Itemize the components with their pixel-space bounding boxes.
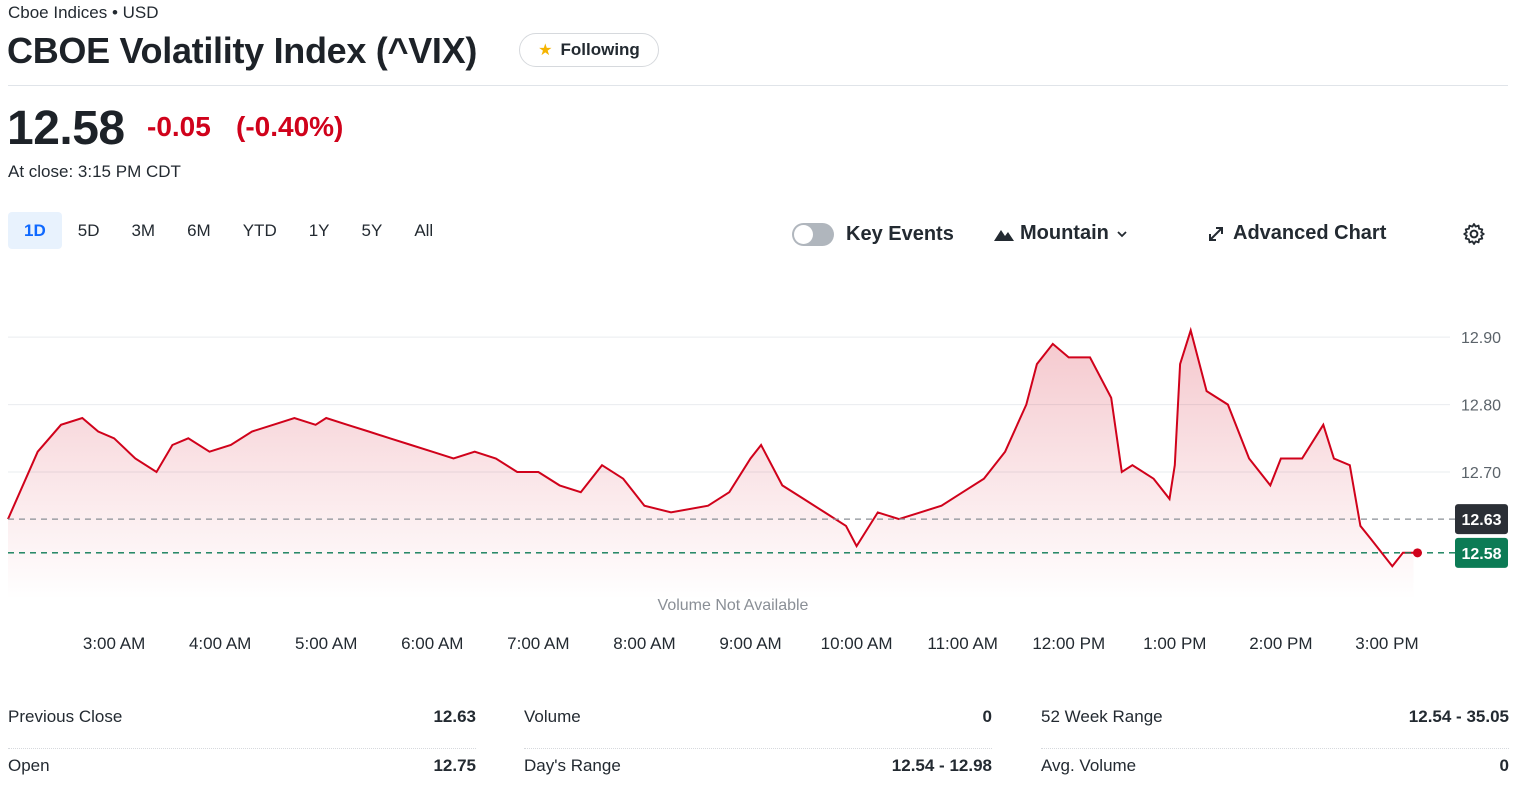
- following-label: Following: [560, 40, 640, 59]
- y-tick-label: 12.90: [1461, 330, 1501, 347]
- tab-1d[interactable]: 1D: [8, 212, 62, 249]
- x-tick-label: 4:00 AM: [189, 634, 251, 653]
- chart-type-label: Mountain: [1020, 222, 1109, 244]
- x-tick-label: 8:00 AM: [613, 634, 675, 653]
- range-tabs: 1D 5D 3M 6M YTD 1Y 5Y All: [8, 212, 449, 249]
- stat-open: Open 12.75: [8, 749, 476, 797]
- key-events-toggle[interactable]: [792, 223, 834, 246]
- x-tick-label: 11:00 AM: [927, 634, 998, 653]
- x-tick-label: 12:00 PM: [1032, 634, 1105, 653]
- x-tick-label: 3:00 AM: [83, 634, 145, 653]
- star-icon: ★: [538, 42, 553, 59]
- last-price-badge-text: 12.58: [1461, 546, 1501, 563]
- tab-3m[interactable]: 3M: [131, 221, 156, 240]
- chart-type-dropdown[interactable]: Mountain: [994, 222, 1129, 245]
- price-area: [8, 330, 1414, 600]
- volume-note: Volume Not Available: [658, 597, 809, 614]
- stats-column-3: 52 Week Range 12.54 - 35.05 Avg. Volume …: [1041, 700, 1509, 797]
- price-line: [7, 326, 1414, 568]
- stat-value: 12.54 - 12.98: [891, 756, 992, 775]
- x-tick-label: 2:00 PM: [1249, 634, 1312, 653]
- tab-ytd[interactable]: YTD: [242, 221, 277, 240]
- stat-label: 52 Week Range: [1041, 707, 1163, 726]
- y-tick-label: 12.70: [1461, 465, 1501, 482]
- stat-value: 12.75: [433, 756, 476, 775]
- stat-value: 0: [982, 707, 992, 726]
- stat-value: 12.63: [433, 707, 476, 726]
- tab-all[interactable]: All: [414, 221, 434, 240]
- stat-value: 12.54 - 35.05: [1408, 707, 1509, 726]
- x-tick-label: 1:00 PM: [1143, 634, 1206, 653]
- stats-column-2: Volume 0 Day's Range 12.54 - 12.98: [524, 700, 992, 797]
- stat-value: 0: [1499, 756, 1509, 775]
- stat-volume: Volume 0: [524, 700, 992, 749]
- key-events-label[interactable]: Key Events: [846, 223, 954, 245]
- last-price-badge: 12.58: [1455, 537, 1508, 568]
- toggle-knob: [794, 225, 813, 244]
- stat-label: Open: [8, 756, 50, 775]
- close-time: At close: 3:15 PM CDT: [8, 162, 181, 181]
- stat-days-range: Day's Range 12.54 - 12.98: [524, 749, 992, 797]
- stat-avg-volume: Avg. Volume 0: [1041, 749, 1509, 797]
- last-price-marker: [1412, 548, 1422, 558]
- stats-column-1: Previous Close 12.63 Open 12.75: [8, 700, 476, 797]
- advanced-chart-label: Advanced Chart: [1233, 222, 1387, 244]
- x-tick-label: 5:00 AM: [295, 634, 357, 653]
- tab-5d[interactable]: 5D: [77, 221, 100, 240]
- stat-previous-close: Previous Close 12.63: [8, 700, 476, 749]
- price-change: -0.05: [147, 111, 211, 142]
- x-tick-label: 9:00 AM: [719, 634, 781, 653]
- page-title: CBOE Volatility Index (^VIX): [7, 30, 478, 71]
- x-tick-label: 3:00 PM: [1355, 634, 1418, 653]
- stat-label: Avg. Volume: [1041, 756, 1137, 775]
- previous-close-badge: 12.63: [1455, 504, 1508, 535]
- x-tick-label: 10:00 AM: [821, 634, 893, 653]
- y-tick-label: 12.80: [1461, 398, 1501, 415]
- advanced-chart-button[interactable]: Advanced Chart: [1207, 222, 1386, 245]
- stat-label: Day's Range: [524, 756, 621, 775]
- previous-close-badge-text: 12.63: [1461, 512, 1501, 529]
- following-button[interactable]: ★ Following: [519, 33, 659, 67]
- exchange-label: Cboe Indices • USD: [8, 3, 159, 22]
- tab-6m[interactable]: 6M: [187, 221, 211, 240]
- tab-5y[interactable]: 5Y: [361, 221, 383, 240]
- stat-label: Previous Close: [8, 707, 123, 726]
- x-tick-label: 6:00 AM: [401, 634, 463, 653]
- tab-1y[interactable]: 1Y: [308, 221, 330, 240]
- header-divider: [8, 85, 1508, 86]
- current-price: 12.58: [7, 102, 125, 155]
- stat-52-week-range: 52 Week Range 12.54 - 35.05: [1041, 700, 1509, 749]
- expand-icon: [1209, 226, 1223, 241]
- x-tick-label: 7:00 AM: [507, 634, 569, 653]
- mountain-icon: [994, 229, 1014, 241]
- gear-icon[interactable]: [1462, 222, 1486, 246]
- price-chart[interactable]: 12.63 12.58 Volume Not Available 12.90 12.…: [0, 270, 1514, 665]
- chevron-down-icon: [1117, 230, 1127, 237]
- price-change-percent: (-0.40%): [236, 111, 344, 142]
- stat-label: Volume: [524, 707, 581, 726]
